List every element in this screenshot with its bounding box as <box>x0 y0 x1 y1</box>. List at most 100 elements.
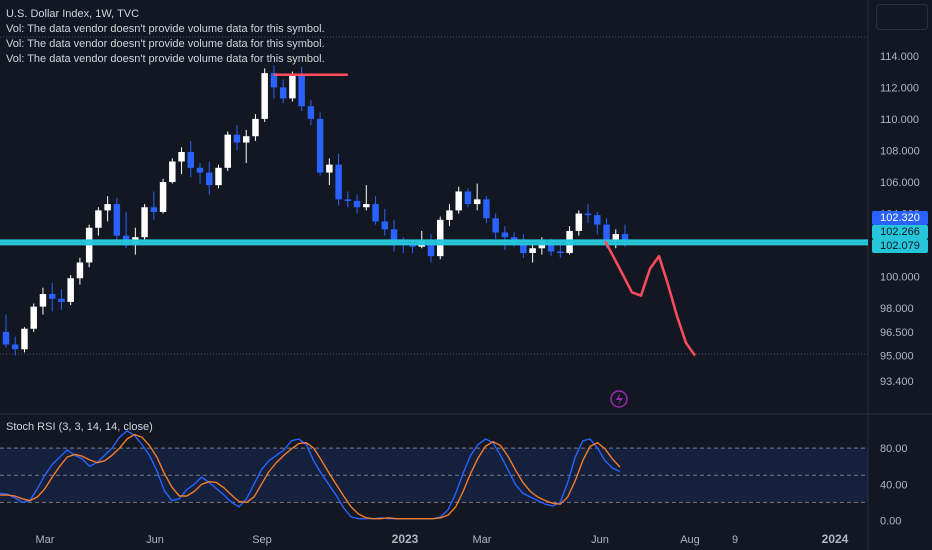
candle-body <box>446 210 453 220</box>
price-axis-tick-1: 112.000 <box>880 82 919 94</box>
candle-12 <box>113 197 121 242</box>
candle-46 <box>427 234 435 263</box>
time-axis-tick-6: Aug <box>680 534 700 546</box>
candle-body <box>242 136 250 143</box>
candle-body <box>307 106 315 119</box>
candle-body <box>529 248 536 253</box>
candle-20 <box>187 140 195 178</box>
candle-body <box>612 234 619 242</box>
candle-body <box>261 73 268 119</box>
candle-body <box>390 229 398 244</box>
candle-body <box>270 73 278 88</box>
candle-56 <box>520 234 527 258</box>
price-axis-tick-9: 95.000 <box>880 351 914 363</box>
candle-54 <box>501 226 509 250</box>
candle-53 <box>492 213 499 239</box>
time-axis-tick-4: Mar <box>473 534 492 546</box>
symbol-title: U.S. Dollar Index, 1W, TVC <box>6 8 140 20</box>
candle-25 <box>233 125 241 151</box>
candle-48 <box>446 204 453 227</box>
candle-body <box>159 182 167 212</box>
candle-27 <box>252 114 259 141</box>
candle-body <box>492 218 499 233</box>
candle-body <box>150 207 158 212</box>
candle-body <box>21 328 28 350</box>
candle-body <box>169 161 176 182</box>
scale-settings-button[interactable] <box>876 4 928 30</box>
candle-62 <box>575 210 583 236</box>
candle-7 <box>67 275 74 306</box>
time-axis-tick-0: Mar <box>36 534 55 546</box>
candle-10 <box>95 207 102 236</box>
candle-body <box>363 204 370 208</box>
candle-body <box>381 221 389 230</box>
candle-3 <box>30 303 37 332</box>
candle-body <box>372 204 379 222</box>
candle-body <box>39 294 47 307</box>
candle-23 <box>215 164 222 189</box>
candle-body <box>113 204 121 236</box>
stoch-rsi-title: Stoch RSI (3, 3, 14, 14, close) <box>6 421 153 433</box>
candle-1 <box>12 336 19 356</box>
candle-17 <box>159 178 167 214</box>
time-axis-tick-8: 2024 <box>822 532 849 546</box>
candle-body <box>455 191 462 211</box>
projection-drawing <box>603 240 697 357</box>
candle-26 <box>242 129 250 164</box>
price-axis-tick-4: 106.000 <box>880 177 920 189</box>
price-tag-last: 102.320 <box>872 211 928 225</box>
candle-body <box>104 204 111 211</box>
candle-body <box>215 167 222 186</box>
candle-body <box>344 199 352 201</box>
stoch-series-K <box>0 430 621 520</box>
candle-body <box>621 234 629 241</box>
candle-29 <box>270 65 278 99</box>
candle-body <box>473 199 481 205</box>
candle-body <box>298 74 305 107</box>
candle-body <box>30 306 37 329</box>
stoch-axis-tick-0: 80.00 <box>880 443 908 455</box>
candle-6 <box>58 289 65 310</box>
price-axis-tick-8: 96.500 <box>880 327 914 339</box>
candle-body <box>187 152 195 168</box>
candle-15 <box>141 204 148 241</box>
candle-36 <box>335 153 342 206</box>
candle-body <box>436 219 444 257</box>
candle-body <box>335 164 342 200</box>
time-axis-tick-1: Jun <box>146 534 164 546</box>
candle-33 <box>307 99 315 126</box>
candle-body <box>279 87 287 99</box>
candle-22 <box>206 161 213 195</box>
candle-body <box>252 118 259 137</box>
candle-51 <box>473 183 481 211</box>
candle-11 <box>104 196 111 222</box>
price-axis-tick-7: 98.000 <box>880 303 914 315</box>
candle-21 <box>196 163 204 184</box>
lightning-glyph <box>616 393 623 405</box>
candle-body <box>594 215 601 225</box>
candle-body <box>547 241 555 252</box>
candle-16 <box>150 191 158 220</box>
candle-66 <box>612 229 619 249</box>
candle-body <box>2 331 10 345</box>
candle-9 <box>85 224 93 268</box>
candle-8 <box>76 257 84 285</box>
candle-34 <box>316 112 324 176</box>
candle-57 <box>529 243 536 263</box>
candle-39 <box>363 185 370 211</box>
candle-body <box>233 134 241 143</box>
candle-41 <box>381 208 389 236</box>
candle-body <box>196 167 204 173</box>
price-axis-tick-2: 110.000 <box>880 114 919 126</box>
candle-body <box>67 278 74 302</box>
price-axis-tick-3: 108.000 <box>880 145 920 157</box>
candle-body <box>575 213 583 231</box>
candle-body <box>409 245 416 247</box>
candle-31 <box>289 71 296 102</box>
candle-35 <box>326 158 333 186</box>
candle-0 <box>2 314 10 348</box>
candle-body <box>206 172 213 186</box>
candle-body <box>464 191 472 205</box>
